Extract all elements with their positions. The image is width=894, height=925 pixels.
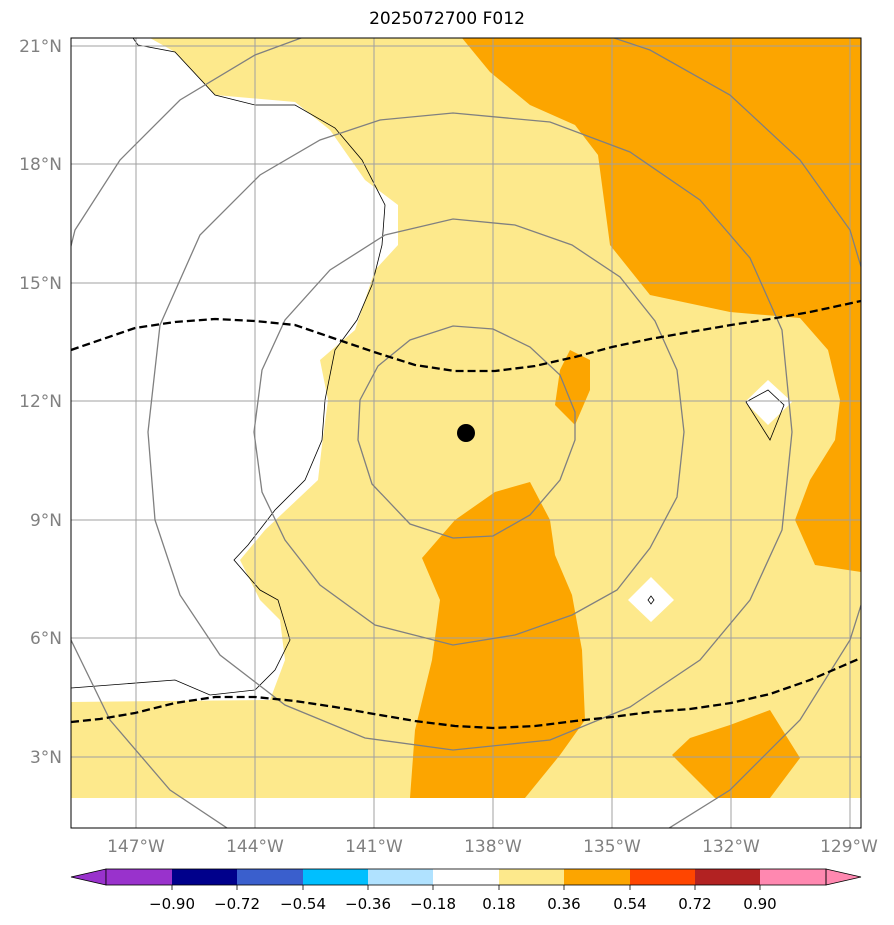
colorbar-segment bbox=[368, 869, 433, 885]
boundary-line bbox=[71, 38, 386, 696]
orange-patch-center bbox=[555, 350, 590, 425]
map-title: 2025072700 F012 bbox=[369, 9, 525, 29]
lat-label: 6°N bbox=[30, 629, 62, 649]
lat-label: 15°N bbox=[19, 274, 62, 294]
lon-label: 135°W bbox=[583, 837, 641, 857]
lon-label: 141°W bbox=[345, 837, 403, 857]
lon-label: 132°W bbox=[702, 837, 760, 857]
colorbar-segment bbox=[630, 869, 695, 885]
latitude-labels: 21°N 18°N 15°N 12°N 9°N 6°N 3°N bbox=[19, 37, 62, 768]
colorbar-ticks bbox=[171, 885, 761, 890]
colorbar-segment bbox=[695, 869, 760, 885]
range-ring-3 bbox=[147, 112, 793, 751]
map-plot-area bbox=[71, 38, 861, 828]
lat-label: 18°N bbox=[19, 155, 62, 175]
colorbar-segment bbox=[433, 869, 499, 885]
colorbar-arrow-right bbox=[825, 868, 862, 886]
range-ring-4 bbox=[71, 38, 861, 828]
colorbar: −0.90 −0.72 −0.54 −0.36 −0.18 0.18 0.36 … bbox=[70, 868, 862, 913]
lon-label: 144°W bbox=[226, 837, 284, 857]
orange-region-northeast bbox=[462, 38, 861, 572]
colorbar-label: −0.54 bbox=[280, 895, 326, 913]
lat-label: 12°N bbox=[19, 392, 62, 412]
orange-patch-southeast bbox=[672, 710, 800, 798]
colorbar-label: 0.18 bbox=[482, 895, 515, 913]
map-frame bbox=[70, 37, 862, 829]
colorbar-segment bbox=[760, 869, 826, 885]
range-rings bbox=[71, 38, 861, 828]
colorbar-segment bbox=[499, 869, 564, 885]
lat-label: 3°N bbox=[30, 748, 62, 768]
colorbar-label: 0.54 bbox=[613, 895, 646, 913]
colorbar-label: −0.36 bbox=[345, 895, 391, 913]
island-outline bbox=[745, 389, 785, 441]
colorbar-frame bbox=[105, 868, 827, 886]
lon-label: 147°W bbox=[107, 837, 165, 857]
dashed-contour-south bbox=[71, 656, 861, 730]
colorbar-label: 0.90 bbox=[743, 895, 776, 913]
colorbar-label: −0.90 bbox=[149, 895, 195, 913]
dashed-contours bbox=[71, 299, 861, 730]
colorbar-label: 0.72 bbox=[678, 895, 711, 913]
small-island-marker bbox=[647, 595, 655, 605]
graticule bbox=[71, 38, 861, 828]
colorbar-label: −0.18 bbox=[410, 895, 456, 913]
lat-label: 21°N bbox=[19, 37, 62, 57]
colorbar-segment bbox=[303, 869, 368, 885]
lon-label: 129°W bbox=[820, 837, 878, 857]
lat-label: 9°N bbox=[30, 511, 62, 531]
colorbar-segment bbox=[172, 869, 237, 885]
longitude-labels: 147°W 144°W 141°W 138°W 135°W 132°W 129°… bbox=[107, 837, 878, 857]
lon-label: 138°W bbox=[464, 837, 522, 857]
storm-center-marker bbox=[457, 424, 475, 442]
colorbar-label: −0.72 bbox=[214, 895, 260, 913]
white-diamond-east bbox=[745, 380, 792, 425]
orange-region-south bbox=[410, 482, 585, 798]
colorbar-label: 0.36 bbox=[547, 895, 580, 913]
white-diamond-south bbox=[628, 577, 674, 622]
range-ring-1 bbox=[357, 325, 576, 539]
colorbar-segment bbox=[237, 869, 303, 885]
range-ring-2 bbox=[253, 218, 685, 646]
dashed-contour-north bbox=[71, 299, 861, 373]
colorbar-segment bbox=[564, 869, 630, 885]
colorbar-segment bbox=[106, 869, 172, 885]
colorbar-arrow-left bbox=[70, 868, 107, 886]
